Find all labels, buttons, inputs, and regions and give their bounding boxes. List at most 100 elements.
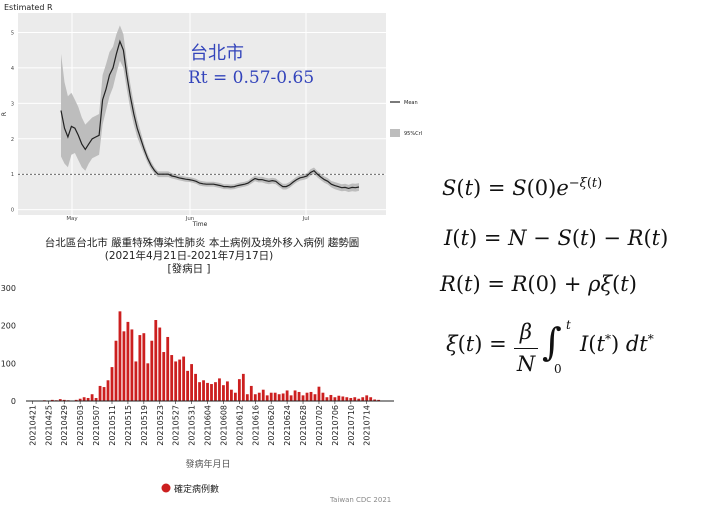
case-bar <box>309 391 313 401</box>
rt-y-tick: 2 <box>11 137 14 143</box>
case-bar <box>365 395 369 401</box>
case-x-tick: 20210710 <box>347 405 356 446</box>
case-bar <box>178 359 182 401</box>
case-bar <box>58 399 62 401</box>
case-y-tick: 300 <box>1 284 16 293</box>
rt-chart-title: Estimated R <box>4 3 53 12</box>
case-bar <box>82 397 86 401</box>
case-bar <box>174 361 178 401</box>
case-bar <box>230 389 233 401</box>
rt-mean-line <box>60 39 360 190</box>
case-bar <box>333 397 337 401</box>
case-bar <box>313 394 317 401</box>
case-bar <box>345 397 349 401</box>
case-x-tick: 20210503 <box>76 405 85 446</box>
case-bar <box>341 396 345 401</box>
case-chart-title: 台北區台北市 嚴重特殊傳染性肺炎 本土病例及境外移入病例 趨勢圖 <box>45 236 360 249</box>
case-bar <box>110 367 114 401</box>
case-y-tick: 0 <box>11 397 16 406</box>
case-bar <box>210 384 213 401</box>
case-bar <box>138 335 142 401</box>
case-bar <box>325 397 329 401</box>
case-bar <box>134 361 138 401</box>
case-y-tick: 200 <box>1 322 16 331</box>
case-bar <box>98 385 102 401</box>
case-bar <box>317 386 321 401</box>
source-credit: Taiwan CDC 2021 <box>329 496 391 504</box>
rt-annotation-city: 台北市 <box>190 43 244 64</box>
case-bar <box>253 394 257 401</box>
equation-i: I(t) = N − S(t) − R(t) <box>444 226 669 250</box>
case-bar <box>50 399 54 401</box>
case-bar <box>62 399 66 401</box>
case-bar <box>170 355 174 401</box>
case-bar <box>130 329 134 401</box>
rt-y-tick: 4 <box>11 66 14 72</box>
rt-legend: Mean 95%CrI <box>390 100 422 137</box>
case-x-tick: 20210527 <box>172 405 181 446</box>
case-bar <box>86 397 90 401</box>
case-bar <box>357 398 361 401</box>
case-bar <box>122 331 126 401</box>
case-x-tick: 20210515 <box>124 405 133 446</box>
equation-s: S(t) = S(0)e−ξ(t) <box>442 176 603 200</box>
case-bar <box>233 392 237 401</box>
rt-x-tick: Jun <box>185 216 195 222</box>
case-bar <box>126 321 130 401</box>
rt-x-tick-labels: May Jun Jul <box>66 216 309 222</box>
case-chart-subtitle: (2021年4月21日-2021年7月17日) <box>105 249 274 262</box>
case-y-tick: 100 <box>1 359 16 368</box>
case-x-tick: 20210612 <box>235 405 244 446</box>
case-x-tick: 20210616 <box>251 405 260 446</box>
case-x-tick: 20210714 <box>363 405 372 446</box>
case-bar <box>218 378 221 401</box>
case-bar <box>237 379 241 401</box>
rt-x-tick: May <box>66 216 78 222</box>
case-bar <box>265 395 269 401</box>
case-bar <box>194 373 197 401</box>
case-bar <box>158 327 162 401</box>
case-x-tick: 20210531 <box>188 405 197 446</box>
case-bar <box>353 397 357 401</box>
case-x-tick: 20210624 <box>283 405 292 446</box>
case-bar <box>349 397 353 401</box>
case-bar <box>369 397 373 401</box>
case-bar <box>186 370 190 401</box>
case-bar <box>301 395 305 401</box>
legend-case-swatch <box>161 483 171 493</box>
case-x-tick: 20210604 <box>204 405 213 446</box>
case-bar <box>214 382 217 401</box>
case-bar <box>154 320 158 401</box>
case-bar <box>150 340 154 401</box>
case-x-tick: 20210706 <box>331 405 340 446</box>
case-bar <box>277 394 281 401</box>
case-x-axis-label: 發病年月日 <box>185 458 230 470</box>
case-bar <box>269 392 273 401</box>
case-bar <box>146 363 150 401</box>
rt-y-tick: 1 <box>11 172 14 178</box>
rt-annotation-range: Rt = 0.57-0.65 <box>188 68 314 88</box>
case-bar <box>78 398 82 401</box>
rt-y-axis-label: R <box>1 112 8 116</box>
case-bar <box>142 333 146 401</box>
case-chart: 台北區台北市 嚴重特殊傳染性肺炎 本土病例及境外移入病例 趨勢圖 (2021年4… <box>1 236 394 504</box>
case-bar <box>102 387 106 401</box>
case-x-tick: 20210507 <box>92 405 101 446</box>
case-bar <box>162 352 166 401</box>
legend-band-swatch <box>390 129 400 137</box>
case-bar <box>281 393 285 401</box>
case-bar <box>329 394 333 401</box>
case-bar <box>222 385 225 401</box>
case-x-tick: 20210608 <box>219 405 228 446</box>
rt-y-tick: 3 <box>11 101 14 107</box>
case-bar <box>249 385 253 401</box>
case-bar <box>118 311 122 401</box>
case-bar <box>261 389 265 401</box>
case-bar <box>94 397 98 401</box>
rt-x-axis-label: Time <box>192 221 208 228</box>
case-bars <box>31 311 381 401</box>
rt-y-tick: 0 <box>11 208 14 214</box>
case-bar <box>377 399 381 401</box>
case-bar <box>285 390 289 401</box>
